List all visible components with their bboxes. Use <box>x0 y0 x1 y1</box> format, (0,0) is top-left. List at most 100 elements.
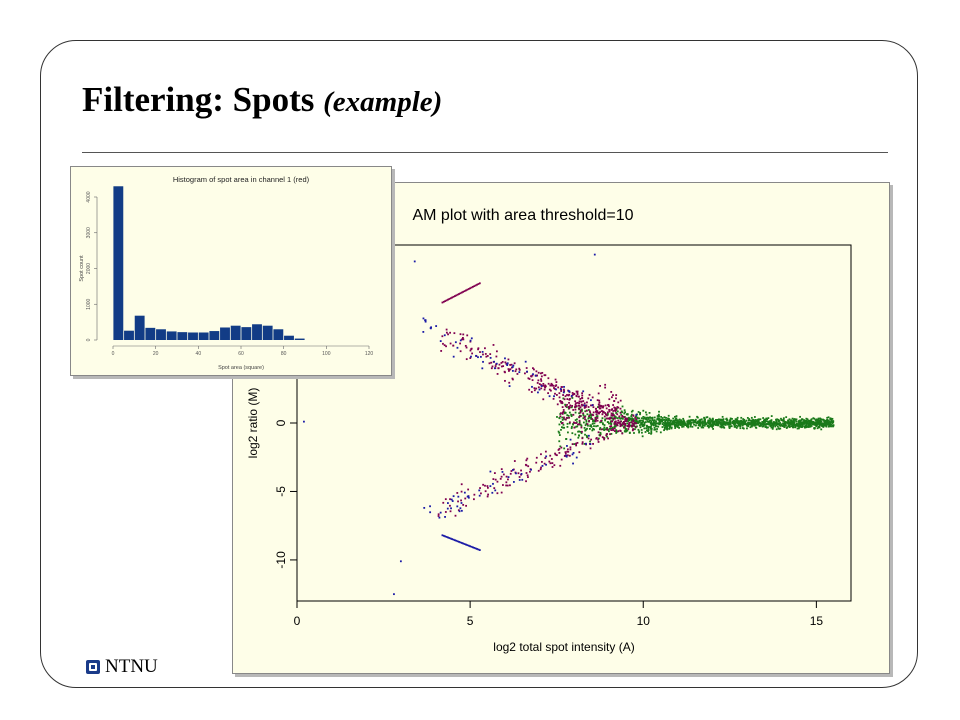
am-point-purple <box>518 368 521 371</box>
am-point-green <box>681 425 684 428</box>
am-point-green <box>656 418 659 421</box>
am-point-green <box>720 426 723 429</box>
am-point-green <box>715 421 718 424</box>
am-point-purple <box>612 394 614 397</box>
am-point-green <box>823 422 826 425</box>
am-point-green <box>679 424 682 427</box>
am-point-purple <box>503 370 506 373</box>
am-point-green <box>590 417 592 420</box>
am-point-blue <box>563 385 565 388</box>
am-point-purple <box>571 394 574 396</box>
am-point-green <box>611 426 614 429</box>
am-point-green <box>715 419 718 422</box>
am-point-blue <box>444 535 447 538</box>
am-point-green <box>664 424 667 427</box>
am-point-blue <box>587 434 590 437</box>
am-point-green <box>821 422 824 425</box>
am-point-green <box>683 423 686 426</box>
am-point-green <box>741 424 744 427</box>
am-point-green <box>571 397 574 399</box>
am-point-green <box>589 440 591 443</box>
am-point-blue <box>562 391 565 394</box>
am-point-green <box>795 418 798 421</box>
am-point-green <box>570 413 573 416</box>
am-point-purple <box>594 416 597 419</box>
am-point-green <box>708 419 711 422</box>
am-point-green <box>825 424 828 426</box>
am-point-purple <box>613 430 616 432</box>
am-point-blue <box>559 388 562 390</box>
am-point-green <box>790 423 792 426</box>
am-point-green <box>769 425 772 427</box>
am-point-purple <box>478 282 481 285</box>
am-point-green <box>670 423 673 426</box>
am-point-blue <box>504 357 506 360</box>
am-point-purple <box>454 514 457 517</box>
am-point-green <box>620 413 623 416</box>
am-point-purple <box>448 298 451 300</box>
am-point-green <box>793 422 796 425</box>
am-point-green <box>720 421 723 423</box>
am-point-purple <box>557 386 560 389</box>
am-point-green <box>629 417 632 420</box>
am-point-blue <box>530 468 532 471</box>
am-point-green <box>673 421 676 424</box>
am-point-green <box>774 425 777 428</box>
am-point-green <box>643 427 646 430</box>
am-point-green <box>597 406 599 408</box>
am-point-purple <box>564 451 567 454</box>
am-point-green <box>728 423 730 426</box>
am-point-green <box>699 424 702 426</box>
am-point-green <box>651 416 654 419</box>
am-point-green <box>645 413 648 416</box>
am-point-purple <box>504 379 506 382</box>
am-point-green <box>699 422 702 425</box>
am-point-purple <box>624 422 627 425</box>
am-point-purple <box>469 349 472 352</box>
am-point-green <box>792 425 795 428</box>
am-point-purple <box>560 446 563 449</box>
am-point-green <box>651 422 653 425</box>
am-point-green <box>582 414 585 417</box>
am-point-green <box>651 419 654 421</box>
am-point-green <box>561 426 563 429</box>
am-point-green <box>816 422 819 425</box>
am-point-blue <box>465 543 467 546</box>
am-point-green <box>585 428 587 431</box>
am-point-purple <box>589 411 592 414</box>
am-point-green <box>791 420 794 423</box>
am-point-green <box>634 428 636 431</box>
am-point-green <box>688 419 691 422</box>
am-point-green <box>828 424 830 427</box>
am-point-green <box>630 413 633 416</box>
am-point-green <box>764 421 767 423</box>
am-point-green <box>563 447 566 450</box>
am-point-green <box>638 430 641 433</box>
am-point-green <box>565 438 568 440</box>
am-point-blue <box>512 481 515 483</box>
am-point-green <box>598 428 601 431</box>
am-point-purple <box>583 402 586 405</box>
am-point-purple <box>460 499 462 502</box>
am-point-green <box>804 426 806 429</box>
am-point-green <box>742 418 745 420</box>
am-point-blue <box>572 452 575 454</box>
am-point-purple <box>619 423 622 425</box>
am-point-green <box>805 426 808 429</box>
am-point-purple <box>616 424 619 427</box>
am-point-green <box>606 435 608 438</box>
am-point-purple <box>466 288 469 291</box>
am-point-green <box>669 420 672 423</box>
am-point-green <box>786 426 789 429</box>
am-point-green <box>711 423 714 425</box>
am-point-green <box>562 417 565 420</box>
histogram-bar <box>230 325 241 340</box>
am-point-green <box>711 421 714 423</box>
am-point-purple <box>558 396 561 399</box>
am-point-purple <box>576 401 579 404</box>
am-point-purple <box>620 423 623 426</box>
am-point-purple <box>609 425 611 428</box>
am-point-green <box>609 421 612 424</box>
am-point-purple <box>460 483 463 486</box>
am-point-green <box>712 418 714 421</box>
